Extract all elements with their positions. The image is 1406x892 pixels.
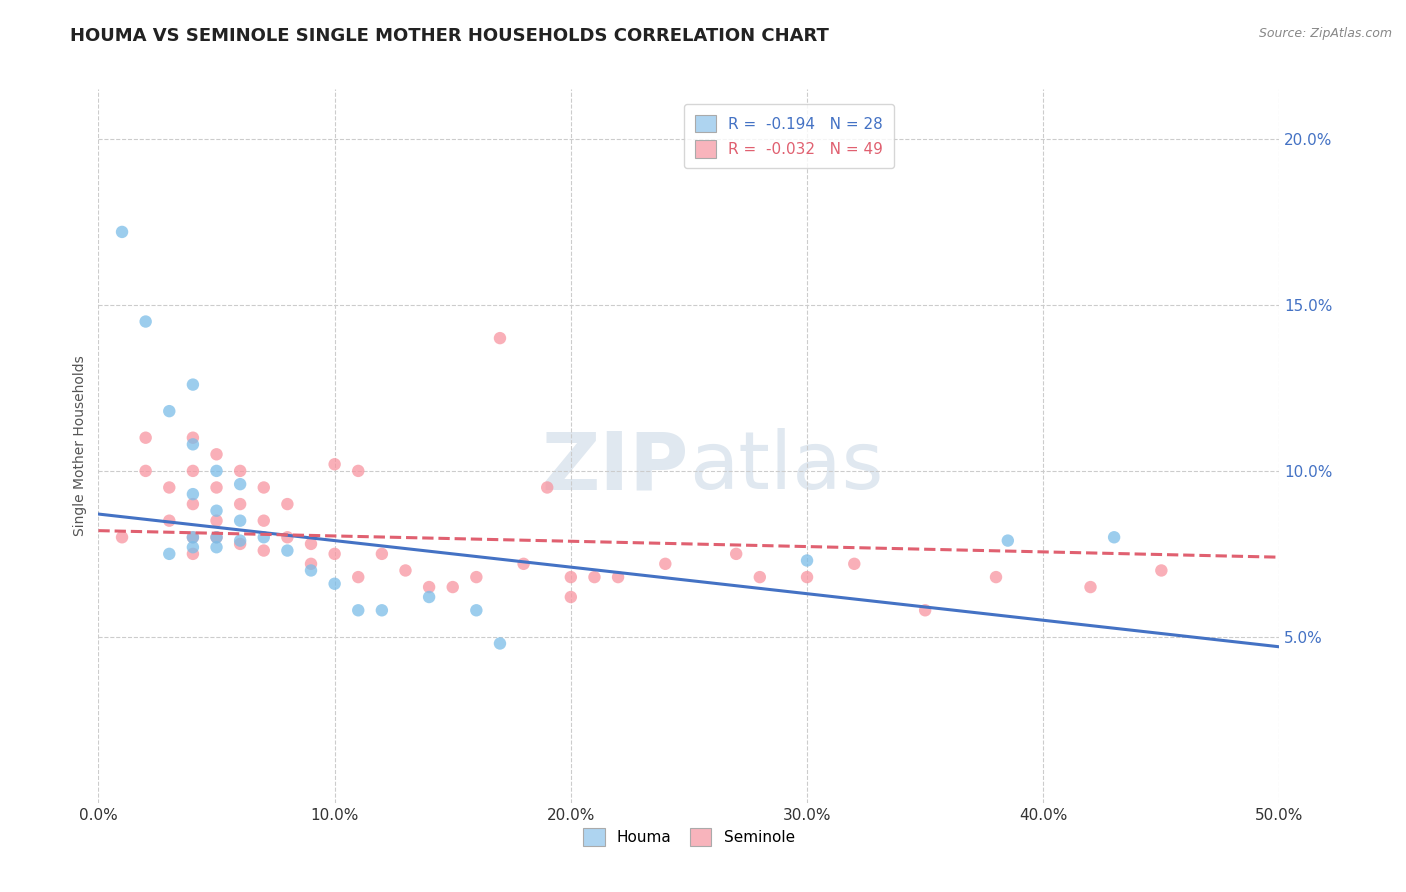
Point bbox=[205, 504, 228, 518]
Point bbox=[253, 530, 276, 544]
Point bbox=[844, 557, 866, 571]
Point bbox=[560, 570, 582, 584]
Point bbox=[607, 570, 630, 584]
Point bbox=[441, 580, 464, 594]
Legend: Houma, Seminole: Houma, Seminole bbox=[576, 822, 801, 852]
Point bbox=[418, 580, 440, 594]
Point bbox=[205, 540, 228, 554]
Point bbox=[111, 225, 134, 239]
Point bbox=[181, 540, 204, 554]
Point bbox=[111, 530, 134, 544]
Point bbox=[997, 533, 1019, 548]
Point bbox=[205, 481, 228, 495]
Point bbox=[725, 547, 748, 561]
Point bbox=[253, 514, 276, 528]
Point bbox=[205, 464, 228, 478]
Point bbox=[796, 570, 818, 584]
Point bbox=[181, 377, 204, 392]
Point bbox=[299, 564, 322, 578]
Point bbox=[276, 497, 298, 511]
Point bbox=[323, 576, 346, 591]
Point bbox=[489, 331, 512, 345]
Point bbox=[205, 530, 228, 544]
Point bbox=[181, 437, 204, 451]
Text: HOUMA VS SEMINOLE SINGLE MOTHER HOUSEHOLDS CORRELATION CHART: HOUMA VS SEMINOLE SINGLE MOTHER HOUSEHOL… bbox=[70, 27, 830, 45]
Point bbox=[157, 481, 180, 495]
Point bbox=[253, 543, 276, 558]
Point bbox=[654, 557, 676, 571]
Point bbox=[276, 530, 298, 544]
Point bbox=[583, 570, 606, 584]
Point bbox=[229, 537, 252, 551]
Point bbox=[135, 464, 157, 478]
Point bbox=[157, 404, 180, 418]
Point bbox=[253, 481, 276, 495]
Point bbox=[796, 553, 818, 567]
Point bbox=[181, 530, 204, 544]
Point bbox=[1102, 530, 1125, 544]
Point bbox=[560, 590, 582, 604]
Point bbox=[157, 547, 180, 561]
Point bbox=[914, 603, 936, 617]
Point bbox=[205, 447, 228, 461]
Text: ZIP: ZIP bbox=[541, 428, 689, 507]
Point bbox=[347, 464, 370, 478]
Point bbox=[229, 514, 252, 528]
Point bbox=[984, 570, 1007, 584]
Point bbox=[748, 570, 770, 584]
Point bbox=[371, 547, 394, 561]
Point bbox=[536, 481, 558, 495]
Point bbox=[418, 590, 440, 604]
Point bbox=[371, 603, 394, 617]
Point bbox=[229, 477, 252, 491]
Point bbox=[181, 530, 204, 544]
Point bbox=[181, 487, 204, 501]
Point bbox=[465, 603, 488, 617]
Point bbox=[135, 431, 157, 445]
Point bbox=[181, 547, 204, 561]
Y-axis label: Single Mother Households: Single Mother Households bbox=[73, 356, 87, 536]
Point bbox=[347, 570, 370, 584]
Point bbox=[157, 514, 180, 528]
Text: Source: ZipAtlas.com: Source: ZipAtlas.com bbox=[1258, 27, 1392, 40]
Point bbox=[205, 514, 228, 528]
Point bbox=[229, 533, 252, 548]
Point bbox=[347, 603, 370, 617]
Point bbox=[229, 497, 252, 511]
Point bbox=[229, 464, 252, 478]
Point bbox=[181, 431, 204, 445]
Point bbox=[512, 557, 534, 571]
Point bbox=[205, 530, 228, 544]
Point bbox=[299, 537, 322, 551]
Point bbox=[323, 457, 346, 471]
Point bbox=[299, 557, 322, 571]
Point bbox=[465, 570, 488, 584]
Point bbox=[1150, 564, 1173, 578]
Text: atlas: atlas bbox=[689, 428, 883, 507]
Point bbox=[181, 464, 204, 478]
Point bbox=[1080, 580, 1102, 594]
Point bbox=[135, 314, 157, 328]
Point bbox=[276, 543, 298, 558]
Point bbox=[323, 547, 346, 561]
Point bbox=[394, 564, 416, 578]
Point bbox=[181, 497, 204, 511]
Point bbox=[489, 636, 512, 650]
